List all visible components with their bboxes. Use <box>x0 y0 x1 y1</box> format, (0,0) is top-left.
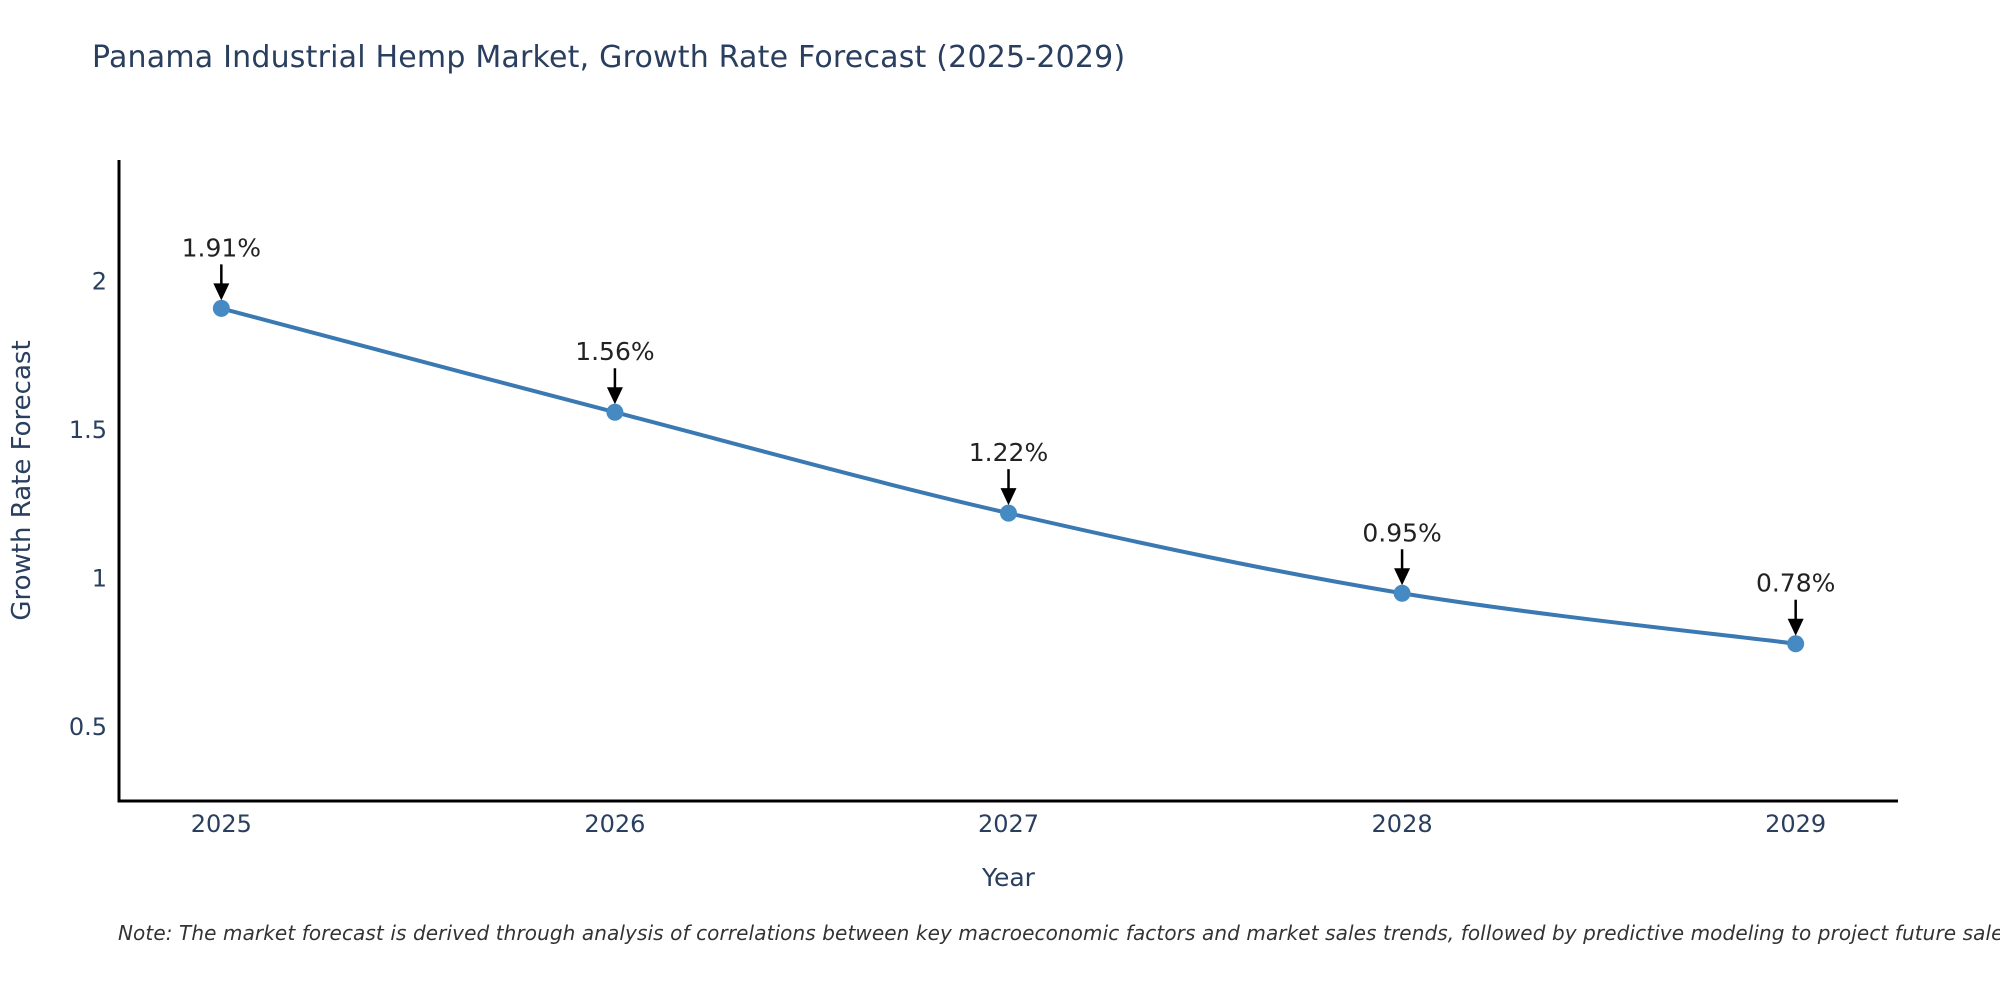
annotation-arrowhead-icon <box>213 283 230 301</box>
x-tick-label: 2027 <box>978 810 1039 838</box>
annotation-label: 1.91% <box>182 233 261 262</box>
annotation-arrowhead-icon <box>606 387 623 405</box>
data-point-marker <box>1000 504 1017 522</box>
annotation-label: 1.22% <box>969 438 1048 467</box>
x-tick-label: 2026 <box>584 810 645 838</box>
data-point-marker <box>606 403 624 421</box>
y-axis-title: Growth Rate Forecast <box>7 340 37 620</box>
x-axis-title: Year <box>981 863 1036 892</box>
data-point-marker <box>1393 584 1411 602</box>
annotation-arrowhead-icon <box>1394 568 1411 586</box>
x-tick-label: 2025 <box>191 810 252 838</box>
annotation-label: 1.56% <box>575 337 654 366</box>
data-point-marker <box>1787 635 1805 653</box>
y-tick-label: 2 <box>92 268 107 296</box>
chart-title: Panama Industrial Hemp Market, Growth Ra… <box>92 40 1126 75</box>
y-tick-label: 1.5 <box>69 416 107 444</box>
annotation-arrowhead-icon <box>1000 488 1017 506</box>
annotation-label: 0.78% <box>1756 569 1835 598</box>
annotation-label: 0.95% <box>1362 518 1441 547</box>
x-tick-label: 2028 <box>1372 810 1433 838</box>
y-tick-label: 0.5 <box>69 713 107 741</box>
footnote: Note: The market forecast is derived thr… <box>118 921 2000 945</box>
y-tick-label: 1 <box>92 564 107 592</box>
data-point-marker <box>212 299 230 317</box>
x-tick-label: 2029 <box>1765 810 1826 838</box>
annotation-arrowhead-icon <box>1787 618 1804 636</box>
